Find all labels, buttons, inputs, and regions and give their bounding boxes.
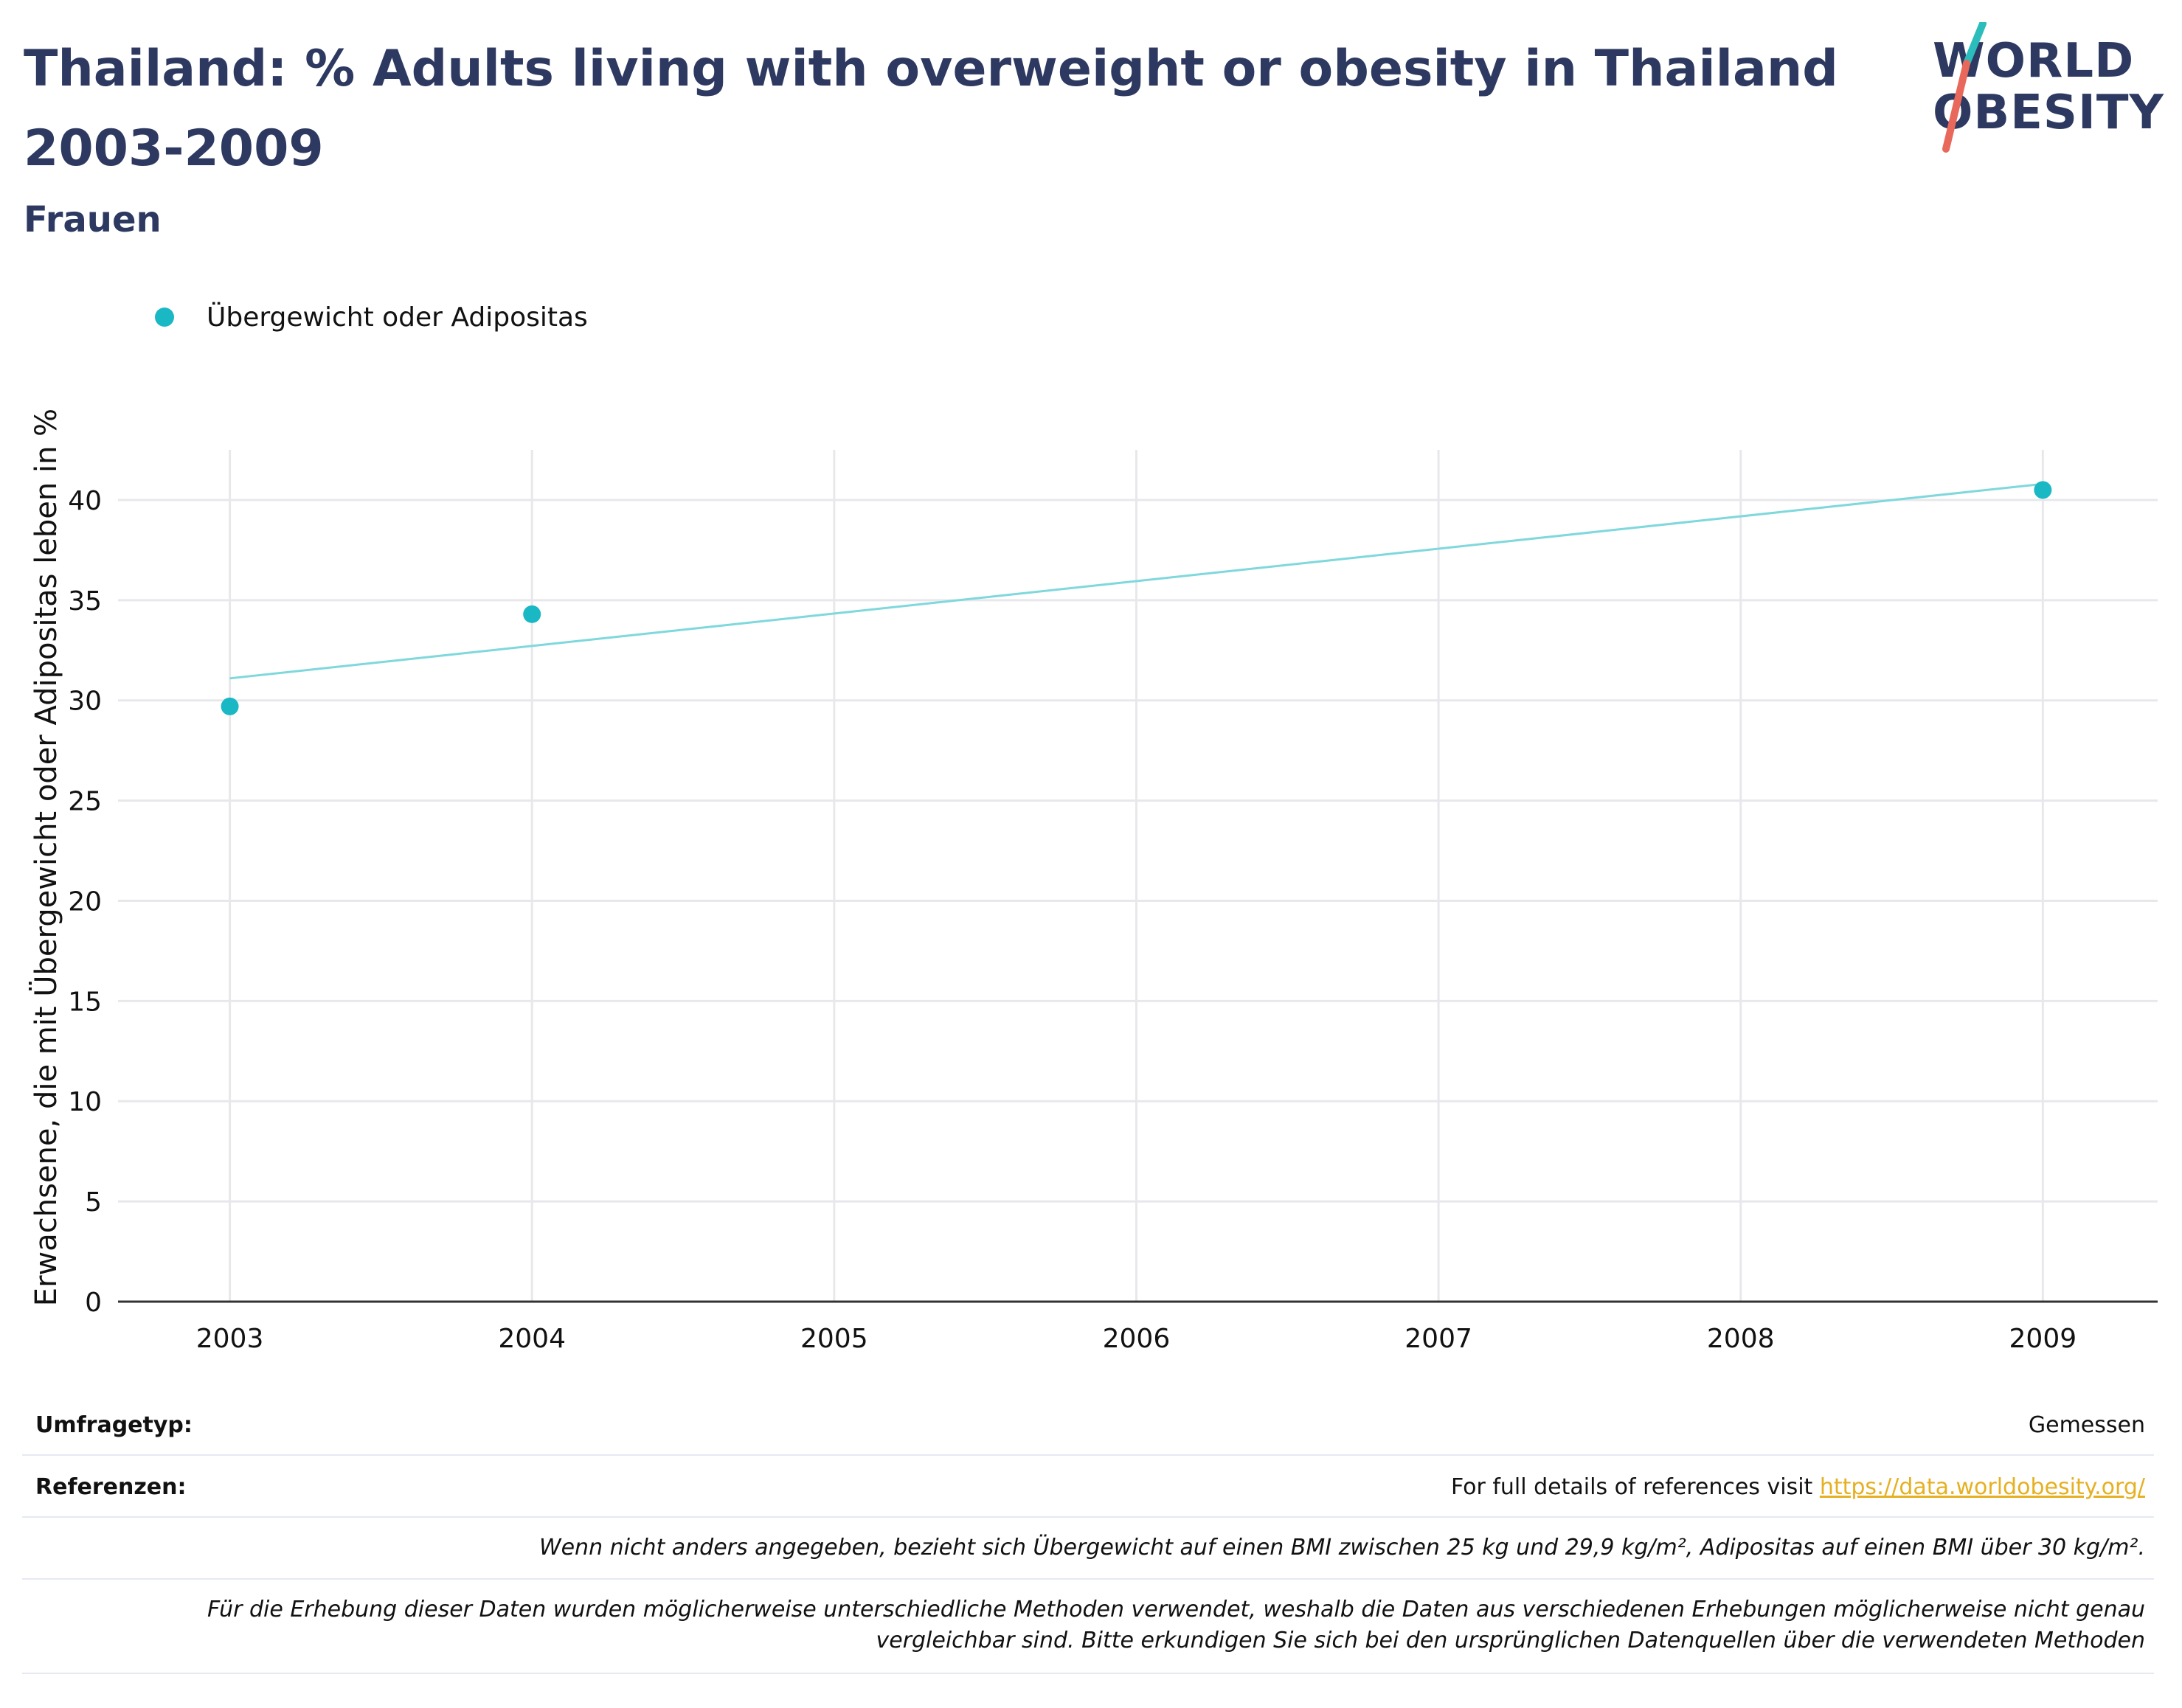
y-tick-label: 15 <box>68 987 102 1017</box>
y-tick-label: 5 <box>85 1187 102 1218</box>
methods-note: Für die Erhebung dieser Daten wurden mög… <box>207 1597 2145 1653</box>
references-text: For full details of references visit <box>1450 1473 1820 1500</box>
data-point <box>2034 481 2052 499</box>
trend-line <box>229 482 2043 680</box>
references-link[interactable]: https://data.worldobesity.org/ <box>1819 1473 2145 1500</box>
data-point <box>523 605 541 623</box>
y-tick-label: 0 <box>85 1288 102 1318</box>
legend-marker <box>155 308 174 327</box>
y-tick-label: 40 <box>68 486 102 516</box>
survey-type-label: Umfragetyp: <box>35 1412 193 1438</box>
y-tick-label: 30 <box>68 687 102 717</box>
x-tick-label: 2006 <box>1103 1324 1171 1354</box>
references-label: Referenzen: <box>35 1473 187 1500</box>
logo-slash-icon <box>1942 22 1987 153</box>
scatter-chart: 2003 2004 2005 2006 2007 2008 2009 0 5 10 15 20 25 30… <box>28 409 2158 1354</box>
x-tick-label: 2008 <box>1707 1324 1775 1354</box>
y-tick-label: 20 <box>68 886 102 917</box>
survey-type-value: Gemessen <box>2028 1412 2145 1438</box>
data-points <box>221 481 2052 715</box>
footer-note-1: Wenn nicht anders angegeben, bezieht sic… <box>22 1518 2154 1580</box>
legend[interactable]: Übergewicht oder Adipositas <box>155 295 588 339</box>
bmi-note: Wenn nicht anders angegeben, bezieht sic… <box>538 1535 2145 1561</box>
x-tick-label: 2007 <box>1405 1324 1472 1354</box>
footer-note-2: Für die Erhebung dieser Daten wurden mög… <box>22 1580 2154 1674</box>
x-tick-label: 2003 <box>196 1324 264 1354</box>
chart-subtitle: Frauen <box>24 199 162 240</box>
y-tick-label: 10 <box>68 1087 102 1117</box>
data-point <box>221 697 239 715</box>
y-axis-title: Erwachsene, die mit Übergewicht oder Adi… <box>28 409 63 1306</box>
footer-survey-row: Umfragetyp: Gemessen <box>22 1394 2154 1456</box>
logo-line-2: OBESITY <box>1933 86 2164 140</box>
legend-label: Übergewicht oder Adipositas <box>207 302 588 333</box>
world-obesity-logo: WORLD OBESITY <box>1918 22 2169 155</box>
y-tick-label: 35 <box>68 586 102 617</box>
references-value: For full details of references visit htt… <box>1451 1474 2154 1500</box>
footer-references-row: Referenzen: For full details of referenc… <box>22 1456 2154 1518</box>
grid-lines <box>118 450 2158 1303</box>
x-tick-label: 2005 <box>800 1324 868 1354</box>
trend-line-group <box>229 482 2043 680</box>
x-tick-label: 2004 <box>498 1324 566 1354</box>
x-tick-label: 2009 <box>2009 1324 2077 1354</box>
axis-ticks: 2003 2004 2005 2006 2007 2008 2009 0 5 10 15 20 25 30… <box>68 486 2077 1354</box>
y-tick-label: 25 <box>68 787 102 817</box>
chart-title: Thailand: % Adults living with overweigh… <box>24 40 1838 178</box>
